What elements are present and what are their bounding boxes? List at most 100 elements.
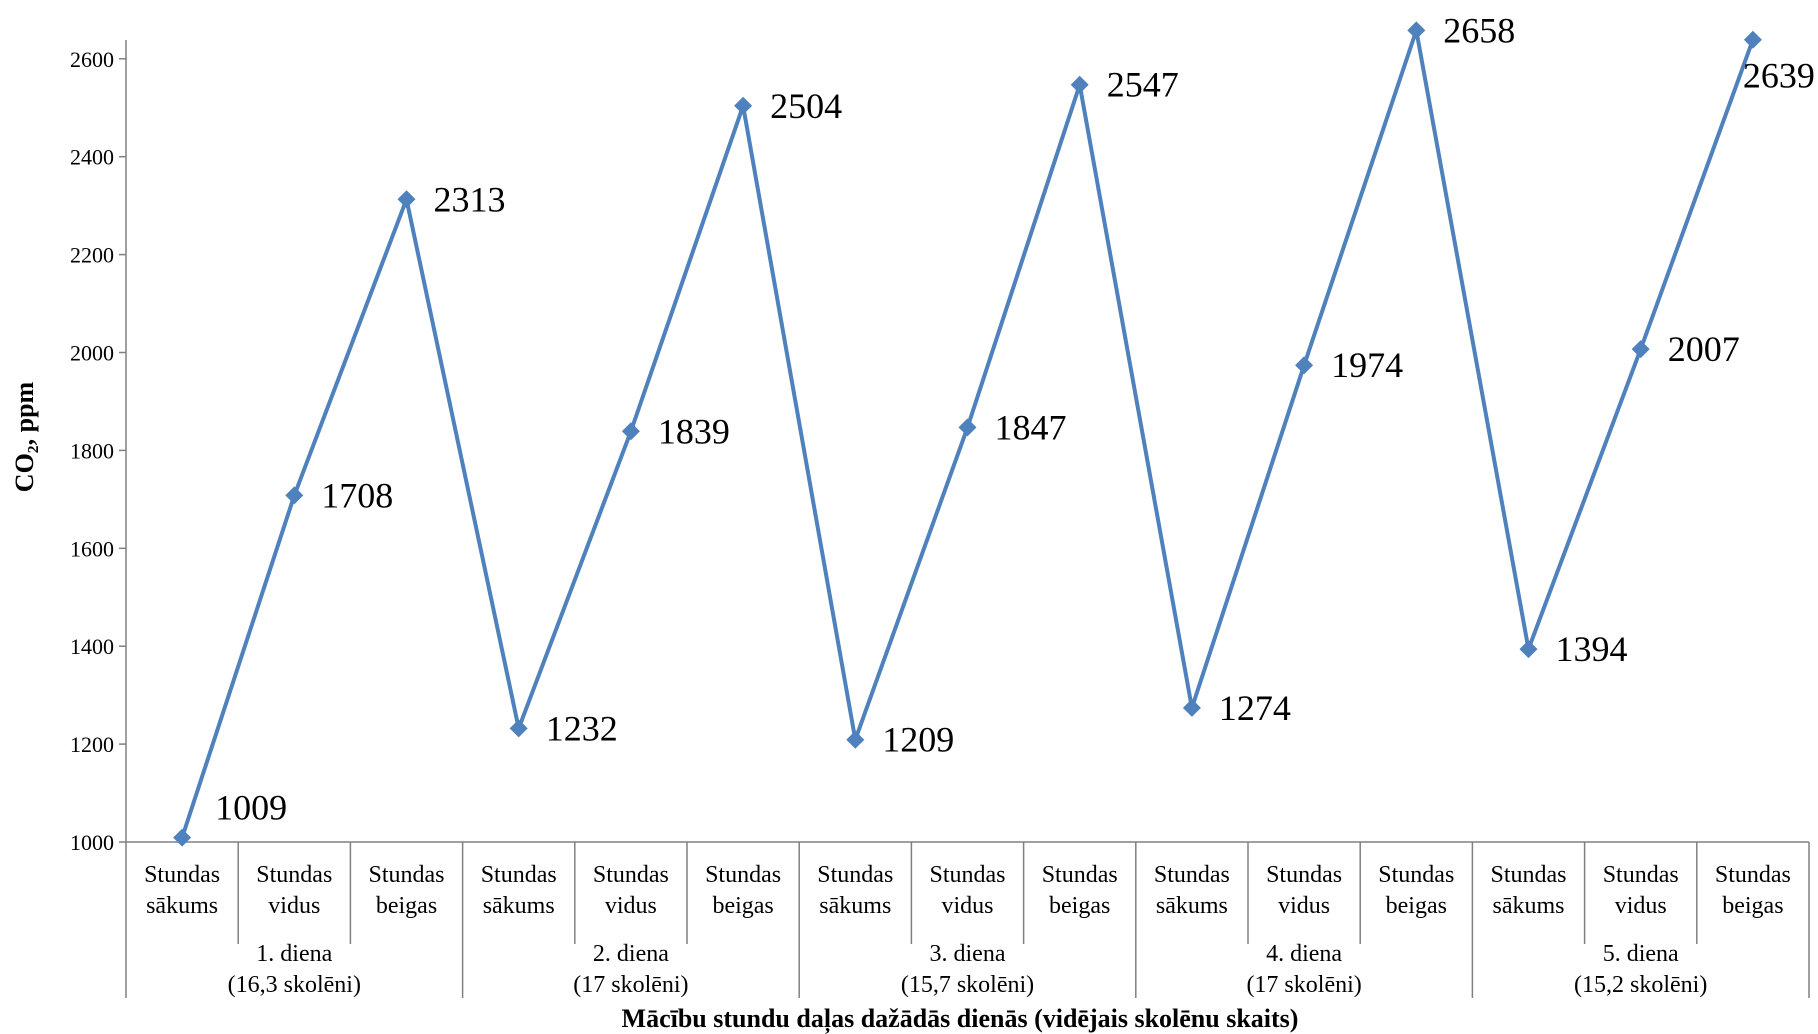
x-category-label-line: vidus (605, 893, 657, 919)
x-category-label-line: Stundas (368, 862, 444, 888)
data-point-marker (958, 418, 977, 437)
x-category-label-line: vidus (1278, 893, 1330, 919)
data-label: 2658 (1443, 10, 1515, 50)
x-axis-title: Mācību stundu daļas dažādās dienās (vidē… (622, 1004, 1299, 1034)
x-group-label-line: (15,2 skolēni) (1574, 972, 1707, 998)
y-tick-label: 1000 (70, 830, 114, 855)
x-category-label-line: sākums (1156, 893, 1228, 919)
x-category-label: Stundas vidus (929, 862, 1005, 919)
data-point-marker (1182, 698, 1201, 717)
data-point-marker (1519, 640, 1538, 659)
x-group-label-line: 1. diena (256, 941, 332, 967)
x-category-label: Stundas sākums (481, 862, 557, 919)
x-category-label-line: beigas (376, 893, 437, 919)
x-group-label: 4. diena (17 skolēni) (1246, 941, 1361, 998)
data-label: 1009 (215, 788, 287, 828)
data-label: 1974 (1331, 345, 1403, 385)
x-category-label: Stundas beigas (368, 862, 444, 919)
x-category-label-line: sākums (146, 893, 218, 919)
data-label: 2313 (434, 179, 506, 219)
x-category-label-line: Stundas (256, 862, 332, 888)
x-category-label-line: beigas (712, 893, 773, 919)
x-group-label: 1. diena (16,3 skolēni) (228, 941, 361, 998)
data-point-marker (1743, 30, 1762, 49)
data-point-marker (397, 190, 416, 209)
x-category-label: Stundas sākums (1490, 862, 1566, 919)
x-category-label-line: Stundas (481, 862, 557, 888)
data-label: 1847 (995, 407, 1067, 447)
y-tick-label: 1200 (70, 732, 114, 757)
x-category-label-line: Stundas (817, 862, 893, 888)
x-group-label: 5. diena (15,2 skolēni) (1574, 941, 1707, 998)
data-label: 2639 (1743, 56, 1815, 96)
x-category-label: Stundas beigas (1715, 862, 1791, 919)
series-line (173, 21, 1762, 847)
x-category-label-line: beigas (1049, 893, 1110, 919)
data-labels: 1009 1708 2313 1232 1839 2504 1209 1847 2547 1274… (215, 10, 1815, 827)
x-category-label-line: Stundas (705, 862, 781, 888)
x-category-label-line: beigas (1722, 893, 1783, 919)
x-group-label: 3. diena (15,7 skolēni) (901, 941, 1034, 998)
x-category-label-line: Stundas (1490, 862, 1566, 888)
x-category-label: Stundas vidus (1603, 862, 1679, 919)
data-point-marker (509, 719, 528, 738)
x-category-label-line: vidus (1615, 893, 1667, 919)
x-category-label: Stundas beigas (1378, 862, 1454, 919)
x-category-label-line: sākums (819, 893, 891, 919)
data-point-marker (734, 96, 753, 115)
data-point-marker (1070, 75, 1089, 94)
data-label: 1394 (1556, 629, 1628, 669)
data-point-marker (1295, 356, 1314, 375)
x-category-label-line: Stundas (1154, 862, 1230, 888)
x-category-label-line: Stundas (1603, 862, 1679, 888)
y-axis: 1000 1200 1400 1600 1800 2000 2200 2400 2600 (70, 40, 127, 855)
data-point-marker (846, 730, 865, 749)
x-group-label-line: 5. diena (1603, 941, 1679, 967)
x-group-label-line: (15,7 skolēni) (901, 972, 1034, 998)
x-group-label-line: 2. diena (593, 941, 669, 967)
x-category-label: Stundas beigas (1042, 862, 1118, 919)
y-tick-label: 2600 (70, 47, 114, 72)
y-axis-title: CO₂, ppm (10, 381, 39, 492)
x-category-label-line: vidus (268, 893, 320, 919)
data-label: 1839 (658, 411, 730, 451)
x-category-label-line: Stundas (593, 862, 669, 888)
data-label: 1209 (882, 720, 954, 760)
data-point-marker (173, 828, 192, 847)
x-category-label-line: sākums (483, 893, 555, 919)
x-group-label-line: (17 skolēni) (573, 972, 688, 998)
data-label: 2007 (1668, 329, 1740, 369)
x-group-label-line: 3. diena (930, 941, 1006, 967)
x-category-label-line: Stundas (1715, 862, 1791, 888)
data-point-marker (285, 486, 304, 505)
x-group-label-line: 4. diena (1266, 941, 1342, 967)
x-category-label: Stundas sākums (817, 862, 893, 919)
data-label: 1232 (546, 708, 618, 748)
x-group-label-line: (16,3 skolēni) (228, 972, 361, 998)
y-tick-label: 2200 (70, 243, 114, 268)
x-category-label: Stundas vidus (256, 862, 332, 919)
x-category-label: Stundas vidus (1266, 862, 1342, 919)
x-category-label-line: vidus (941, 893, 993, 919)
x-category-label: Stundas vidus (593, 862, 669, 919)
x-group-label-line: (17 skolēni) (1246, 972, 1361, 998)
x-category-label: Stundas sākums (1154, 862, 1230, 919)
x-category-label-line: sākums (1493, 893, 1565, 919)
y-tick-label: 2400 (70, 145, 114, 170)
y-tick-label: 1400 (70, 634, 114, 659)
data-point-marker (621, 422, 640, 441)
x-category-label-line: Stundas (144, 862, 220, 888)
y-tick-label: 1800 (70, 438, 114, 463)
x-category-label-line: beigas (1386, 893, 1447, 919)
data-point-marker (1631, 340, 1650, 359)
data-label: 1274 (1219, 688, 1291, 728)
data-label: 1708 (321, 475, 393, 515)
x-category-label-line: Stundas (1266, 862, 1342, 888)
x-group-label: 2. diena (17 skolēni) (573, 941, 688, 998)
x-category-label-line: Stundas (1378, 862, 1454, 888)
x-category-label-line: Stundas (1042, 862, 1118, 888)
y-tick-label: 2000 (70, 341, 114, 366)
x-category-label: Stundas sākums (144, 862, 220, 919)
x-category-label: Stundas beigas (705, 862, 781, 919)
